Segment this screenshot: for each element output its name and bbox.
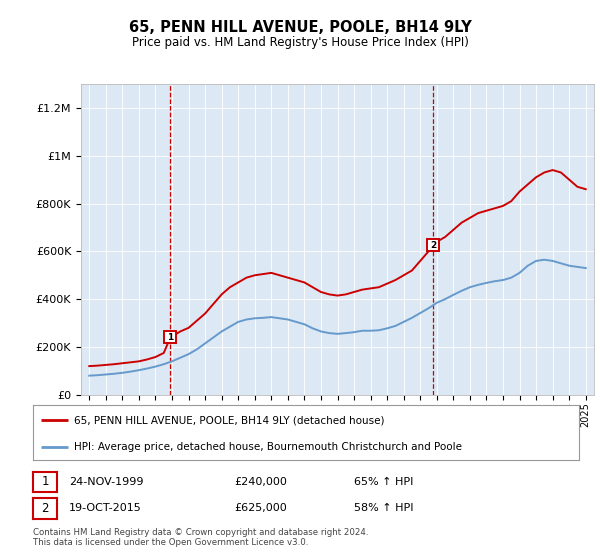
Text: HPI: Average price, detached house, Bournemouth Christchurch and Poole: HPI: Average price, detached house, Bour… <box>74 442 462 451</box>
Text: 19-OCT-2015: 19-OCT-2015 <box>69 503 142 514</box>
Text: 65, PENN HILL AVENUE, POOLE, BH14 9LY: 65, PENN HILL AVENUE, POOLE, BH14 9LY <box>128 20 472 35</box>
Text: 2: 2 <box>430 241 437 250</box>
Text: Contains HM Land Registry data © Crown copyright and database right 2024.
This d: Contains HM Land Registry data © Crown c… <box>33 528 368 547</box>
Text: 58% ↑ HPI: 58% ↑ HPI <box>354 503 413 514</box>
Text: £625,000: £625,000 <box>234 503 287 514</box>
Text: 65% ↑ HPI: 65% ↑ HPI <box>354 477 413 487</box>
Text: Price paid vs. HM Land Registry's House Price Index (HPI): Price paid vs. HM Land Registry's House … <box>131 36 469 49</box>
Text: 65, PENN HILL AVENUE, POOLE, BH14 9LY (detached house): 65, PENN HILL AVENUE, POOLE, BH14 9LY (d… <box>74 416 385 425</box>
Text: 2: 2 <box>41 502 49 515</box>
Text: 24-NOV-1999: 24-NOV-1999 <box>69 477 143 487</box>
Text: £240,000: £240,000 <box>234 477 287 487</box>
Text: 1: 1 <box>41 475 49 488</box>
Text: 1: 1 <box>167 333 173 342</box>
